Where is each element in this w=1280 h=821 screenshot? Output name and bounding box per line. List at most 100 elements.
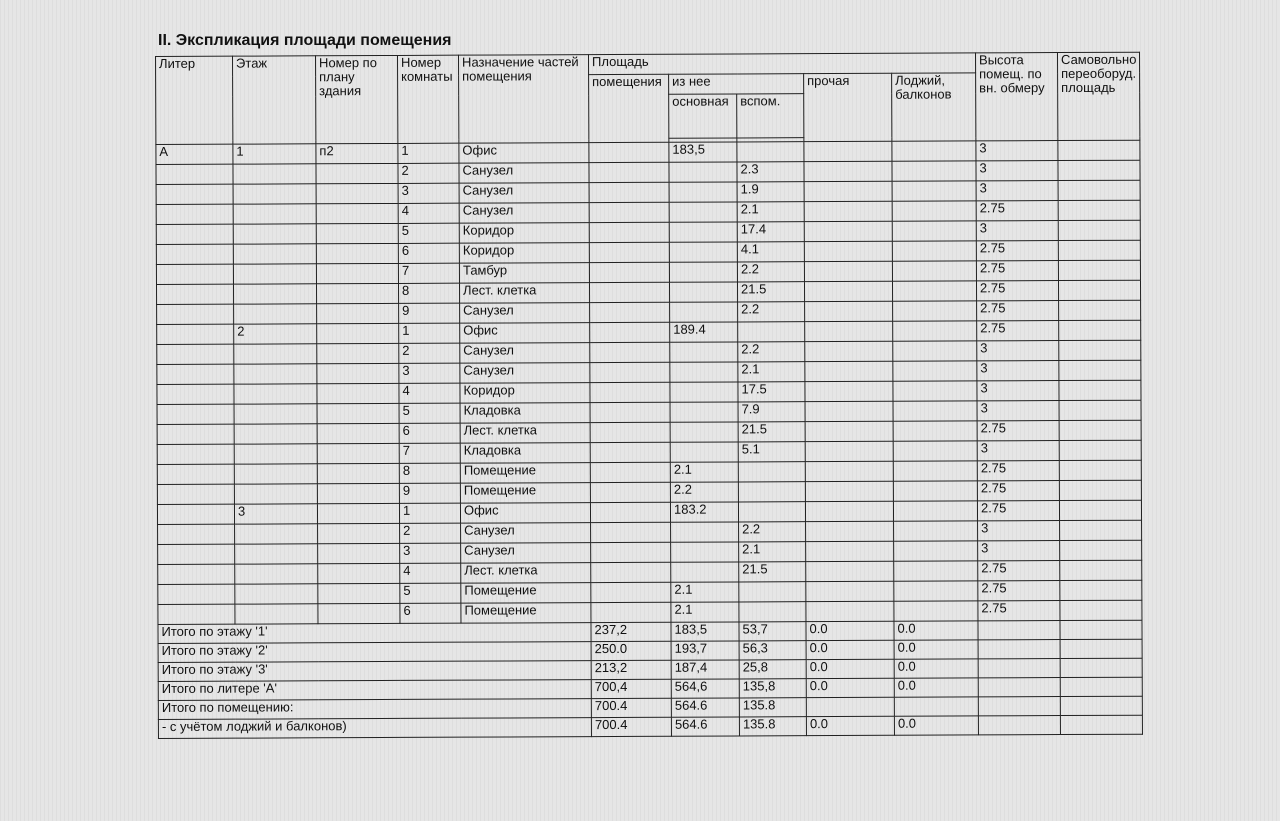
cell-liter <box>156 304 234 325</box>
header-of-it: из нее <box>668 73 804 95</box>
cell-area-loggia <box>893 400 978 422</box>
cell-area-loggia <box>893 540 978 562</box>
cell-area-loggia <box>893 420 978 442</box>
cell-height: 2.75 <box>976 200 1059 221</box>
total-empty <box>978 715 1061 735</box>
cell-plan-number <box>316 283 399 304</box>
cell-plan-number <box>316 383 400 404</box>
cell-area-main <box>669 221 738 243</box>
cell-purpose: Санузел <box>459 302 590 324</box>
cell-liter <box>157 544 235 565</box>
cell-room-number: 9 <box>399 483 461 504</box>
cell-area-main <box>670 441 739 463</box>
cell-self-built <box>1059 580 1143 601</box>
cell-room-number: 1 <box>398 323 460 344</box>
cell-area-loggia <box>892 300 977 322</box>
cell-area-aux: 4.1 <box>737 241 805 262</box>
cell-liter <box>156 324 234 345</box>
cell-area-total <box>590 562 671 583</box>
total-label: Итого по этажу '1' <box>157 622 592 644</box>
cell-area-total <box>590 422 671 443</box>
cell-liter <box>157 564 235 585</box>
cell-room-number: 5 <box>399 583 461 604</box>
cell-area-total <box>589 322 670 343</box>
cell-area-main: 2.1 <box>670 601 739 623</box>
total-area-main: 564.6 <box>671 697 740 718</box>
total-empty <box>1059 620 1143 640</box>
cell-area-other <box>805 521 894 542</box>
cell-liter <box>156 364 234 385</box>
total-area-total: 213,2 <box>591 660 672 680</box>
cell-area-other <box>804 261 893 282</box>
cell-area-aux: 1.9 <box>737 181 805 202</box>
cell-area-total <box>590 462 671 483</box>
cell-plan-number <box>317 403 400 424</box>
total-area-total: 237,2 <box>590 622 672 642</box>
cell-height: 3 <box>977 400 1060 421</box>
cell-purpose: Санузел <box>459 182 590 204</box>
header-main: основная <box>668 93 737 139</box>
cell-liter <box>156 384 235 405</box>
cell-area-total <box>589 282 670 303</box>
cell-self-built <box>1058 300 1142 321</box>
cell-area-aux <box>738 481 806 502</box>
cell-area-other <box>805 481 894 502</box>
cell-floor <box>234 463 318 485</box>
cell-floor <box>233 263 317 285</box>
cell-liter <box>155 164 234 185</box>
cell-purpose: Санузел <box>460 542 591 564</box>
cell-area-loggia <box>892 380 978 402</box>
cell-room-number: 1 <box>397 143 459 164</box>
cell-area-main <box>669 381 739 403</box>
total-area-main: 187,4 <box>671 659 740 680</box>
cell-self-built <box>1059 500 1142 521</box>
cell-area-loggia <box>893 480 978 502</box>
cell-room-number: 4 <box>398 203 460 224</box>
cell-area-loggia <box>893 580 978 602</box>
cell-liter <box>156 284 234 305</box>
cell-floor: 1 <box>232 143 316 165</box>
cell-purpose: Санузел <box>459 362 590 384</box>
cell-room-number: 4 <box>398 383 461 404</box>
total-area-aux: 135.8 <box>739 716 807 736</box>
cell-self-built <box>1059 420 1142 441</box>
cell-liter <box>157 504 235 525</box>
cell-area-loggia <box>892 260 977 282</box>
total-area-loggia <box>894 696 979 717</box>
cell-area-loggia <box>891 140 976 162</box>
cell-room-number: 2 <box>397 163 460 184</box>
cell-self-built <box>1058 180 1141 201</box>
cell-liter <box>157 484 235 505</box>
cell-height: 3 <box>975 140 1058 161</box>
cell-area-total <box>589 262 670 283</box>
cell-area-loggia <box>893 440 978 462</box>
cell-self-built <box>1057 140 1141 161</box>
cell-room-number: 6 <box>399 423 461 444</box>
total-area-aux: 53,7 <box>738 621 807 641</box>
cell-area-loggia <box>891 160 977 182</box>
cell-area-other <box>805 421 894 442</box>
total-area-loggia: 0.0 <box>894 658 979 679</box>
cell-area-main <box>669 341 738 363</box>
cell-liter <box>157 524 235 545</box>
header-liter: Литер <box>155 56 233 145</box>
cell-floor <box>232 163 317 185</box>
cell-area-other <box>804 381 894 402</box>
cell-area-main <box>669 241 738 263</box>
cell-area-aux <box>738 461 806 482</box>
cell-self-built <box>1058 380 1142 401</box>
cell-liter <box>157 424 235 445</box>
cell-plan-number <box>316 243 399 264</box>
cell-area-other <box>804 321 893 342</box>
cell-area-total <box>590 542 671 563</box>
cell-floor <box>234 563 318 585</box>
cell-self-built <box>1058 280 1141 301</box>
cell-liter <box>156 264 234 285</box>
total-area-aux: 25,8 <box>739 659 807 679</box>
cell-area-other <box>805 561 894 582</box>
cell-area-aux: 21.5 <box>737 281 805 302</box>
cell-area-aux <box>738 501 806 522</box>
cell-area-total <box>590 582 671 603</box>
total-area-other: 0.0 <box>806 640 895 660</box>
cell-area-main: 2.1 <box>670 461 739 483</box>
